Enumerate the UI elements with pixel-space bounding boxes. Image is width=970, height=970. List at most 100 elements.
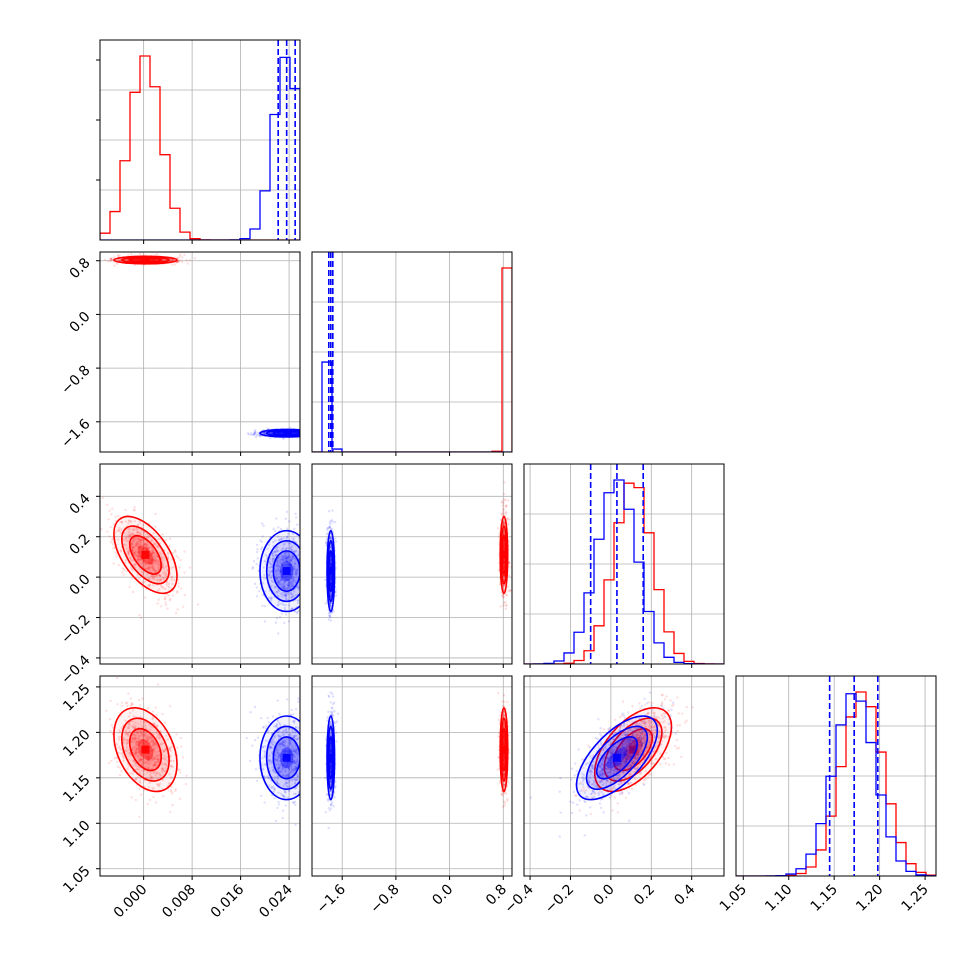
sample-point bbox=[143, 732, 146, 736]
sample-point bbox=[502, 585, 505, 588]
panel-3-3 bbox=[736, 676, 936, 876]
sample-point bbox=[292, 568, 295, 571]
sample-point bbox=[151, 739, 154, 742]
sample-point bbox=[152, 554, 156, 558]
sample-point bbox=[136, 731, 139, 735]
sample-point bbox=[147, 761, 150, 765]
sample-point bbox=[283, 579, 286, 583]
sample-point bbox=[288, 556, 292, 559]
sample-point bbox=[293, 562, 297, 566]
sample-point bbox=[159, 774, 162, 777]
sample-point bbox=[286, 775, 289, 778]
sample-point bbox=[296, 523, 299, 527]
sample-point bbox=[117, 564, 120, 567]
sample-point bbox=[297, 790, 300, 794]
sample-point bbox=[295, 763, 299, 767]
sample-point bbox=[139, 552, 142, 556]
sample-point bbox=[135, 542, 138, 546]
sample-point bbox=[146, 559, 149, 562]
sample-point bbox=[304, 563, 306, 565]
sample-point bbox=[293, 721, 296, 724]
sample-point bbox=[148, 758, 151, 762]
sample-point bbox=[270, 762, 274, 765]
sample-point bbox=[139, 539, 142, 542]
sample-point bbox=[259, 547, 263, 551]
sample-point bbox=[125, 701, 129, 704]
histogram-series-0 bbox=[736, 691, 936, 876]
sample-point bbox=[301, 586, 303, 588]
sample-point bbox=[288, 564, 291, 567]
sample-point bbox=[156, 545, 159, 549]
sample-point bbox=[140, 734, 144, 737]
sample-point bbox=[140, 731, 144, 734]
sample-point bbox=[131, 703, 134, 706]
sample-point bbox=[139, 546, 143, 549]
sample-point bbox=[326, 529, 329, 532]
sample-point bbox=[268, 560, 271, 563]
sample-point bbox=[309, 563, 311, 565]
sample-point bbox=[134, 550, 137, 553]
sample-point bbox=[142, 571, 145, 574]
sample-point bbox=[289, 586, 293, 589]
sample-point bbox=[152, 748, 155, 751]
sample-point bbox=[296, 778, 299, 781]
histogram-series-0 bbox=[100, 55, 300, 240]
sample-point bbox=[152, 568, 156, 571]
sample-point bbox=[257, 589, 261, 593]
sample-point bbox=[138, 613, 141, 617]
sample-point bbox=[270, 786, 273, 789]
sample-point bbox=[143, 558, 146, 562]
sample-point bbox=[303, 434, 305, 436]
sample-point bbox=[127, 552, 130, 555]
sample-point bbox=[296, 610, 299, 614]
sample-point bbox=[502, 547, 506, 551]
sample-point bbox=[304, 758, 306, 760]
sample-point bbox=[170, 790, 173, 793]
sample-point bbox=[130, 567, 134, 570]
sample-point bbox=[139, 750, 143, 753]
sample-point bbox=[152, 741, 155, 744]
sample-point bbox=[163, 597, 166, 600]
sample-point bbox=[180, 260, 184, 264]
sample-point bbox=[130, 543, 133, 546]
sample-point bbox=[134, 738, 137, 741]
sample-point bbox=[302, 540, 304, 542]
sample-point bbox=[287, 555, 290, 559]
sample-point bbox=[161, 258, 164, 262]
sample-point bbox=[135, 731, 139, 735]
sample-point bbox=[107, 761, 111, 765]
sample-point bbox=[275, 572, 278, 575]
sample-point bbox=[284, 547, 288, 550]
sample-point bbox=[130, 547, 134, 550]
sample-point bbox=[151, 555, 154, 559]
sample-point bbox=[317, 434, 319, 436]
sample-point bbox=[138, 259, 141, 262]
sample-point bbox=[280, 762, 283, 766]
sample-point bbox=[137, 768, 140, 771]
sample-point bbox=[144, 542, 147, 546]
sample-point bbox=[134, 734, 137, 737]
sample-point bbox=[126, 535, 129, 538]
sample-point bbox=[166, 756, 169, 759]
sample-point bbox=[124, 558, 128, 562]
sample-point bbox=[174, 550, 177, 553]
sample-point bbox=[282, 584, 286, 588]
sample-point bbox=[282, 577, 285, 580]
sample-point bbox=[145, 755, 148, 758]
sample-point bbox=[141, 585, 144, 589]
sample-point bbox=[136, 776, 139, 779]
sample-point bbox=[301, 561, 303, 563]
sample-point bbox=[286, 535, 289, 539]
sample-point bbox=[161, 533, 164, 536]
sample-point bbox=[279, 602, 282, 606]
sample-point bbox=[300, 538, 302, 540]
sample-point bbox=[119, 520, 123, 523]
sample-point bbox=[270, 431, 274, 435]
sample-point bbox=[126, 767, 129, 771]
sample-point bbox=[141, 761, 144, 765]
sample-point bbox=[503, 574, 506, 578]
sample-point bbox=[138, 757, 141, 760]
sample-point bbox=[283, 552, 286, 555]
sample-point bbox=[263, 431, 266, 434]
sample-point bbox=[127, 715, 131, 718]
